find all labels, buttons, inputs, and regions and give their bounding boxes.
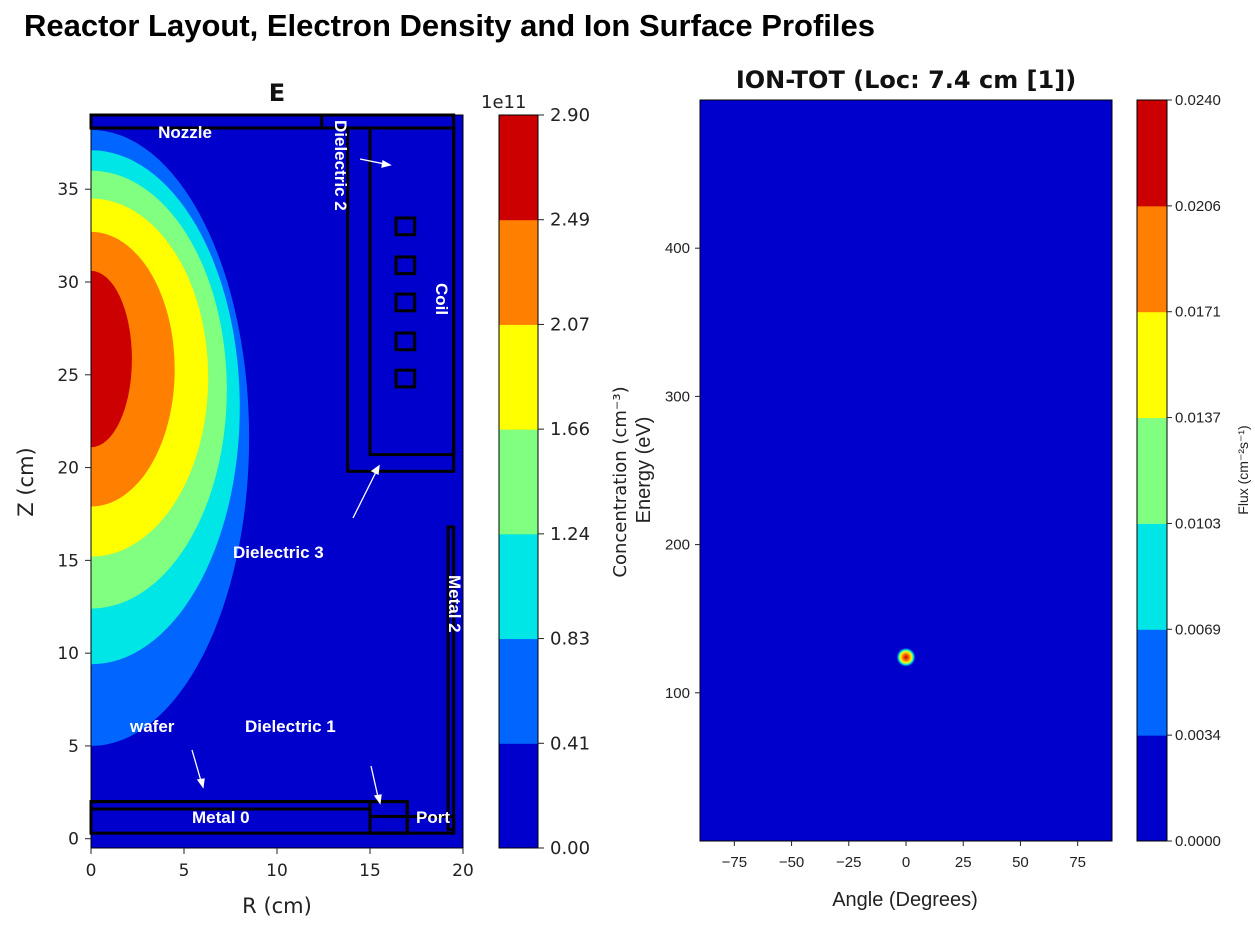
left-y-tick-label: 10 xyxy=(57,644,79,664)
density-colorbar-band xyxy=(499,324,538,430)
coil-winding-1 xyxy=(394,216,417,237)
left-x-tick-label: 10 xyxy=(266,861,288,881)
flux-colorbar-tick-label: 0.0069 xyxy=(1175,621,1221,638)
flux-colorbar-tick-label: 0.0240 xyxy=(1175,92,1221,109)
flux-colorbar-band xyxy=(1137,311,1167,419)
coil-winding-5 xyxy=(394,368,417,389)
right-x-axis-label: Angle (Degrees) xyxy=(832,889,978,911)
left-y-tick-label: 35 xyxy=(57,180,79,200)
right-x-tick-label: 25 xyxy=(955,854,972,871)
flux-colorbar-band xyxy=(1137,205,1167,313)
density-colorbar-band xyxy=(499,533,538,640)
flux-colorbar-band xyxy=(1137,417,1167,524)
left-x-tick-label: 15 xyxy=(359,861,381,881)
density-colorbar-band xyxy=(499,429,538,535)
density-colorbar-multiplier: 1e11 xyxy=(481,92,526,113)
density-colorbar-tick-label: 1.66 xyxy=(550,419,590,440)
density-colorbar-tick-label: 0.00 xyxy=(550,838,590,859)
left-y-tick-label: 30 xyxy=(57,273,79,293)
flux-colorbar-tick-label: 0.0000 xyxy=(1175,833,1221,850)
port-bottom-outline xyxy=(368,814,456,835)
density-colorbar-band xyxy=(499,743,538,849)
region-label-nozzle: Nozzle xyxy=(158,123,212,142)
density-colorbar-label: Concentration (cm⁻³) xyxy=(610,386,631,577)
right-x-tick-label: −25 xyxy=(836,854,861,871)
density-colorbar-tick-label: 2.49 xyxy=(550,210,590,231)
right-y-axis-label: Energy (eV) xyxy=(633,417,655,524)
flux-colorbar-band xyxy=(1137,735,1167,842)
flux-colorbar-tick-label: 0.0103 xyxy=(1175,515,1221,532)
left-y-axis-label: Z (cm) xyxy=(14,447,38,516)
region-label-dielectric-3: Dielectric 3 xyxy=(233,543,324,562)
density-colorbar-tick-label: 2.90 xyxy=(550,105,590,126)
right-y-tick-label: 200 xyxy=(665,537,690,554)
metal-2-outline xyxy=(446,525,456,831)
coil-winding-3 xyxy=(394,292,417,313)
left-y-tick-label: 0 xyxy=(68,830,79,850)
right-y-tick-label: 400 xyxy=(665,240,690,257)
flux-colorbar-band xyxy=(1137,100,1167,207)
density-colorbar: 0.00 0.41 0.83 1.24 1.66 2.07 2.49 2.90 1e11 Co… xyxy=(481,92,631,859)
right-plot-background xyxy=(699,99,1113,842)
flux-colorbar-band xyxy=(1137,523,1167,630)
region-label-dielectric-2: Dielectric 2 xyxy=(331,120,350,211)
right-x-tick-label: −75 xyxy=(722,854,747,871)
right-y-tick-label: 100 xyxy=(665,685,690,702)
region-label-wafer: wafer xyxy=(129,717,175,736)
density-colorbar-tick-label: 1.24 xyxy=(550,524,590,545)
region-label-port: Port xyxy=(416,808,450,827)
flux-colorbar-tick-label: 0.0137 xyxy=(1175,410,1221,427)
left-y-tick-label: 5 xyxy=(68,737,79,757)
coil-housing-outline xyxy=(368,126,456,457)
flux-colorbar-tick-label: 0.0171 xyxy=(1175,304,1221,321)
right-x-tick-label: 75 xyxy=(1069,854,1086,871)
left-x-tick-label: 0 xyxy=(86,861,97,881)
density-colorbar-band xyxy=(499,115,538,221)
right-x-tick-label: 0 xyxy=(902,854,910,871)
flux-colorbar-tick-label: 0.0034 xyxy=(1175,727,1221,744)
right-x-tick-label: −50 xyxy=(779,854,804,871)
flux-colorbar-label: Flux (cm⁻²s⁻¹) xyxy=(1235,425,1251,514)
right-plot-title: ION-TOT (Loc: 7.4 cm [1]) xyxy=(736,66,1076,94)
flux-colorbar-band xyxy=(1137,629,1167,736)
density-colorbar-band xyxy=(499,219,538,325)
region-label-metal-2: Metal 2 xyxy=(445,575,464,633)
density-colorbar-tick-label: 0.83 xyxy=(550,629,590,650)
density-colorbar-band xyxy=(499,638,538,744)
left-x-axis-label: R (cm) xyxy=(242,894,312,918)
annotation-arrows xyxy=(191,158,392,805)
flux-colorbar-tick-label: 0.0206 xyxy=(1175,198,1221,215)
left-y-tick-label: 15 xyxy=(57,551,79,571)
coil-winding-2 xyxy=(394,255,417,276)
ion-flux-plot: ION-TOT (Loc: 7.4 cm [1]) −75 −50 −25 0 25 50… xyxy=(633,66,1113,911)
right-x-tick-label: 50 xyxy=(1012,854,1029,871)
density-colorbar-tick-label: 0.41 xyxy=(550,733,590,754)
density-contour-2.49 xyxy=(91,270,132,448)
left-y-tick-label: 25 xyxy=(57,366,79,386)
page-title: Reactor Layout, Electron Density and Ion… xyxy=(24,8,875,43)
left-plot-title: E xyxy=(269,79,285,107)
region-label-coil: Coil xyxy=(432,283,451,315)
left-x-tick-label: 5 xyxy=(179,861,190,881)
left-y-tick-label: 20 xyxy=(57,459,79,479)
coil-winding-4 xyxy=(394,331,417,352)
right-y-tick-label: 300 xyxy=(665,388,690,405)
density-colorbar-tick-label: 2.07 xyxy=(550,314,590,335)
ion-flux-peak xyxy=(896,647,916,668)
flux-colorbar: 0.0000 0.0034 0.0069 0.0103 0.0137 0.0171 0.02… xyxy=(1136,92,1251,850)
left-x-tick-label: 20 xyxy=(452,861,474,881)
region-label-metal-0: Metal 0 xyxy=(192,808,250,827)
region-label-dielectric-1: Dielectric 1 xyxy=(245,717,336,736)
